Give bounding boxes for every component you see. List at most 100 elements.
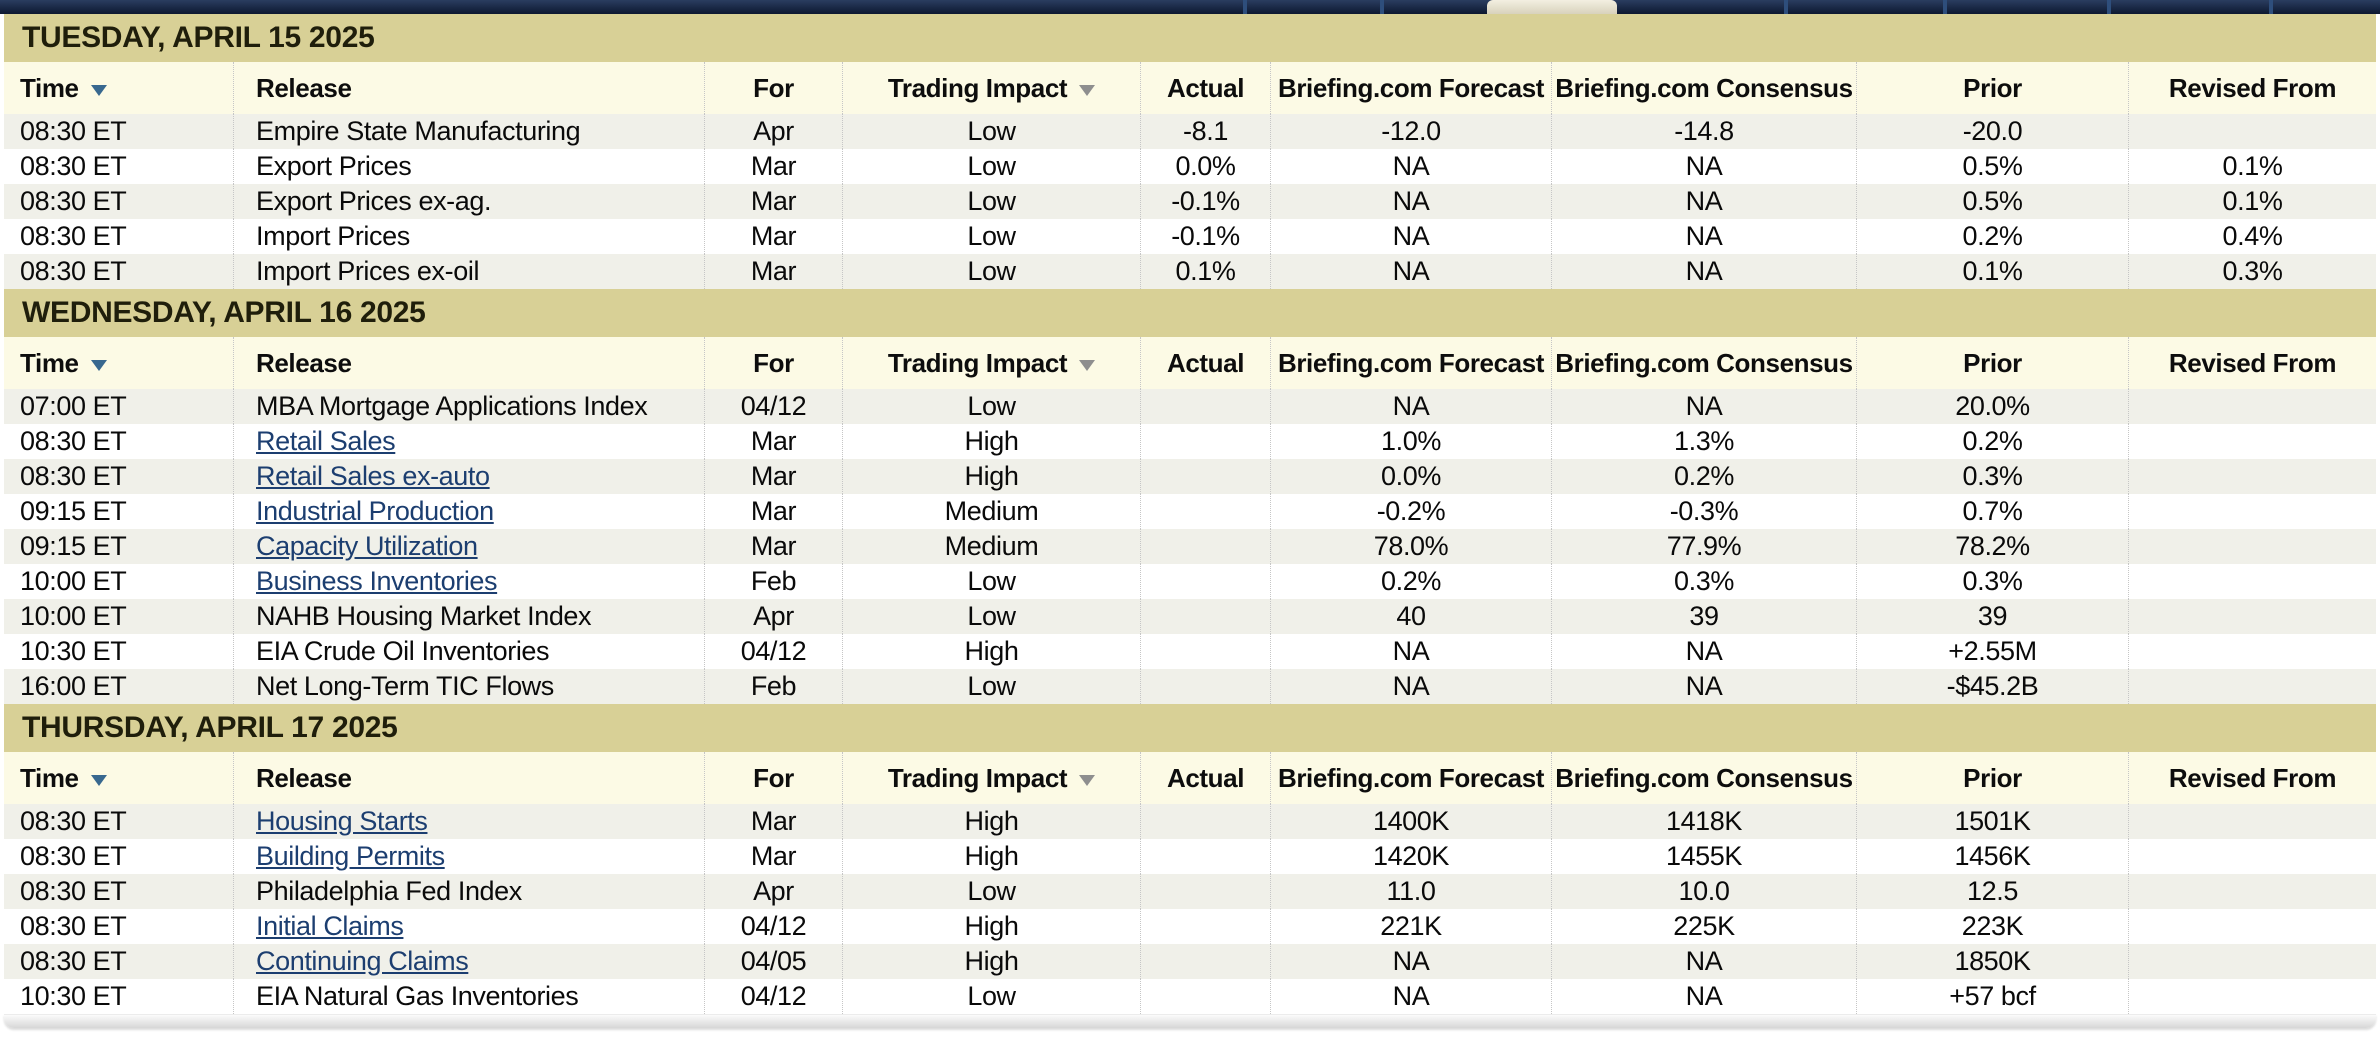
cell-revised: [2128, 979, 2376, 1014]
cell-actual: -0.1%: [1140, 184, 1270, 219]
column-header-time[interactable]: Time: [4, 337, 233, 389]
cell-forecast: -0.2%: [1270, 494, 1551, 529]
table-row: 08:30 ET Export Prices Mar Low 0.0% NA NA 0.5% 0…: [4, 149, 2376, 184]
cell-revised: 0.1%: [2128, 184, 2376, 219]
cell-revised: [2128, 424, 2376, 459]
column-header-actual: Actual: [1140, 337, 1270, 389]
table-row: 10:30 ET EIA Crude Oil Inventories 04/12 Hi…: [4, 634, 2376, 669]
cell-revised: [2128, 909, 2376, 944]
table-row: 10:00 ET NAHB Housing Market Index Apr Low 4…: [4, 599, 2376, 634]
table-row: 08:30 ET Export Prices ex-ag. Mar Low -0.1% N…: [4, 184, 2376, 219]
nav-tab-divider: [1380, 0, 1384, 14]
cell-impact: Medium: [842, 494, 1140, 529]
cell-actual: -8.1: [1140, 114, 1270, 149]
table-row: 08:30 ET Empire State Manufacturing Apr Low…: [4, 114, 2376, 149]
cell-time: 08:30 ET: [20, 911, 127, 941]
column-header-prior: Prior: [1856, 752, 2128, 804]
active-nav-tab[interactable]: [1487, 0, 1617, 14]
cell-for: 04/12: [704, 634, 842, 669]
release-link[interactable]: Housing Starts: [256, 806, 428, 836]
cell-forecast: 11.0: [1270, 874, 1551, 909]
day-section-header: TUESDAY, APRIL 15 2025: [4, 14, 2376, 62]
day-section-header: THURSDAY, APRIL 17 2025: [4, 704, 2376, 752]
cell-release: Retail Sales: [233, 424, 704, 459]
table-row: 08:30 ET Housing Starts Mar High 1400K 1418K 1…: [4, 804, 2376, 839]
column-header-label: Trading Impact: [887, 73, 1068, 103]
sort-descending-icon[interactable]: [90, 774, 107, 786]
sort-descending-icon[interactable]: [90, 359, 107, 371]
cell-prior: 0.2%: [1856, 219, 2128, 254]
column-header-label: Briefing.com Consensus: [1555, 73, 1853, 103]
cell-consensus: NA: [1551, 254, 1856, 289]
column-header-forecast: Briefing.com Forecast: [1270, 752, 1551, 804]
column-header-actual: Actual: [1140, 62, 1270, 114]
cell-impact: Low: [842, 389, 1140, 424]
cell-release: Building Permits: [233, 839, 704, 874]
cell-prior: 223K: [1856, 909, 2128, 944]
filter-dropdown-icon[interactable]: [1079, 84, 1096, 96]
cell-revised: [2128, 874, 2376, 909]
cell-time: 08:30 ET: [20, 221, 127, 251]
cell-time: 10:00 ET: [20, 601, 127, 631]
column-header-label: Prior: [1963, 73, 2022, 103]
column-header-impact[interactable]: Trading Impact: [842, 62, 1140, 114]
cell-release: Business Inventories: [233, 564, 704, 599]
column-header-label: Release: [256, 763, 352, 793]
column-header-consensus: Briefing.com Consensus: [1551, 337, 1856, 389]
cell-actual: [1140, 424, 1270, 459]
filter-dropdown-icon[interactable]: [1079, 359, 1096, 371]
filter-dropdown-icon[interactable]: [1079, 774, 1096, 786]
column-header-for: For: [704, 752, 842, 804]
release-link[interactable]: Business Inventories: [256, 566, 498, 596]
column-header-forecast: Briefing.com Forecast: [1270, 337, 1551, 389]
release-link[interactable]: Capacity Utilization: [256, 531, 478, 561]
cell-actual: -0.1%: [1140, 219, 1270, 254]
cell-actual: [1140, 944, 1270, 979]
table-row: 10:30 ET EIA Natural Gas Inventories 04/12…: [4, 979, 2376, 1014]
cell-consensus: -14.8: [1551, 114, 1856, 149]
column-header-label: Time: [20, 763, 79, 793]
cell-consensus: NA: [1551, 149, 1856, 184]
cell-prior: 0.2%: [1856, 424, 2128, 459]
cell-actual: [1140, 909, 1270, 944]
release-link[interactable]: Retail Sales ex-auto: [256, 461, 490, 491]
cell-prior: 0.1%: [1856, 254, 2128, 289]
column-header-for: For: [704, 337, 842, 389]
release-link[interactable]: Initial Claims: [256, 911, 404, 941]
cell-revised: [2128, 114, 2376, 149]
release-link[interactable]: Retail Sales: [256, 426, 396, 456]
cell-time: 08:30 ET: [20, 876, 127, 906]
cell-impact: Low: [842, 874, 1140, 909]
release-link[interactable]: Industrial Production: [256, 496, 494, 526]
column-header-label: Revised From: [2168, 763, 2337, 793]
table-row: 16:00 ET Net Long-Term TIC Flows Feb Low NA N…: [4, 669, 2376, 704]
column-header-label: Revised From: [2168, 73, 2337, 103]
cell-for: Apr: [704, 874, 842, 909]
sort-descending-icon[interactable]: [90, 84, 107, 96]
column-header-actual: Actual: [1140, 752, 1270, 804]
column-header-row: Time Release For Trading Impact Actual Briefi…: [4, 337, 2376, 389]
cell-release: EIA Natural Gas Inventories: [233, 979, 704, 1014]
cell-revised: [2128, 944, 2376, 979]
cell-prior: 1456K: [1856, 839, 2128, 874]
cell-consensus: NA: [1551, 219, 1856, 254]
cell-revised: [2128, 804, 2376, 839]
economic-calendar-table: TUESDAY, APRIL 15 2025 Time Release For Trad…: [4, 14, 2376, 1014]
nav-tab-divider: [1784, 0, 1788, 14]
column-header-label: Briefing.com Forecast: [1277, 73, 1545, 103]
cell-forecast: 221K: [1270, 909, 1551, 944]
cell-release: Export Prices: [233, 149, 704, 184]
cell-actual: 0.1%: [1140, 254, 1270, 289]
cell-revised: [2128, 839, 2376, 874]
cell-time: 09:15 ET: [20, 496, 127, 526]
cell-actual: [1140, 874, 1270, 909]
column-header-time[interactable]: Time: [4, 62, 233, 114]
release-link[interactable]: Continuing Claims: [256, 946, 469, 976]
cell-for: 04/12: [704, 979, 842, 1014]
cell-forecast: 0.0%: [1270, 459, 1551, 494]
column-header-impact[interactable]: Trading Impact: [842, 337, 1140, 389]
column-header-time[interactable]: Time: [4, 752, 233, 804]
release-link[interactable]: Building Permits: [256, 841, 445, 871]
column-header-impact[interactable]: Trading Impact: [842, 752, 1140, 804]
nav-tab-divider: [2269, 0, 2273, 14]
